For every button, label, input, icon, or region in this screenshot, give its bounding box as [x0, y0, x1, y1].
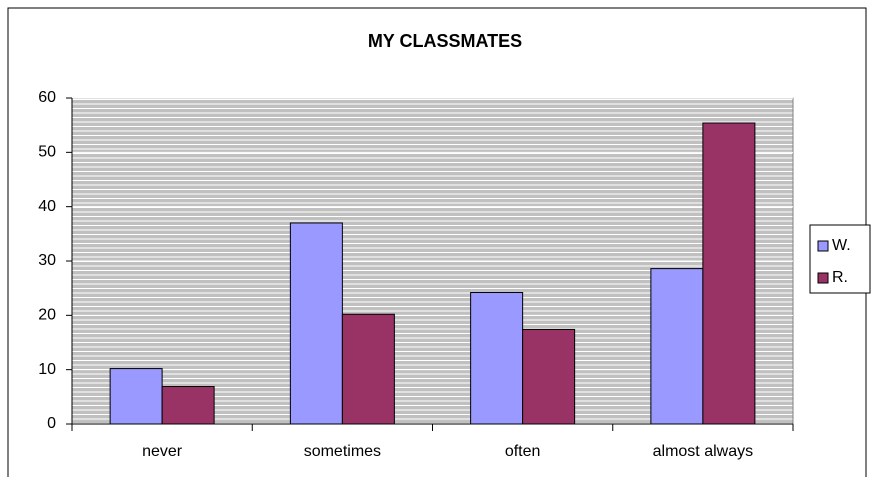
bar — [702, 122, 756, 425]
bar — [161, 386, 215, 425]
y-tick-label: 60 — [38, 89, 56, 106]
bar — [109, 368, 163, 425]
x-tick-label: never — [142, 443, 183, 460]
bar — [650, 268, 704, 425]
bar — [522, 328, 576, 425]
bar — [289, 222, 343, 425]
legend-label: R. — [832, 269, 848, 286]
bar — [470, 292, 524, 425]
chart-title: MY CLASSMATES — [368, 31, 522, 51]
x-tick-label: sometimes — [304, 443, 381, 460]
bar — [341, 313, 395, 425]
legend-label: W. — [832, 237, 851, 254]
y-tick-label: 10 — [38, 361, 56, 378]
y-tick-label: 0 — [47, 415, 56, 432]
y-tick-label: 20 — [38, 307, 56, 324]
x-tick-label: often — [505, 443, 541, 460]
x-tick-label: almost always — [653, 443, 753, 460]
y-tick-label: 30 — [38, 252, 56, 269]
legend-swatch — [817, 272, 829, 284]
y-tick-label: 50 — [38, 144, 56, 161]
y-tick-label: 40 — [38, 198, 56, 215]
legend-swatch — [817, 240, 829, 252]
